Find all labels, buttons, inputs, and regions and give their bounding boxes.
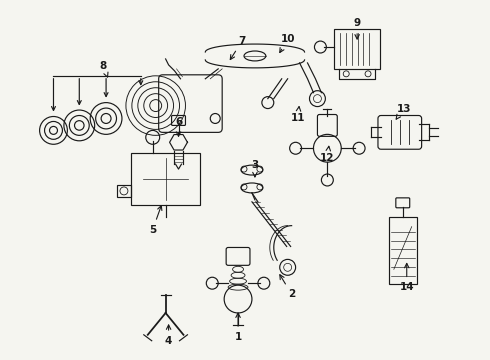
Text: 10: 10 <box>280 34 295 53</box>
Text: 14: 14 <box>399 264 414 292</box>
Bar <box>334 29 380 69</box>
Text: 7: 7 <box>230 36 245 59</box>
Text: 3: 3 <box>251 160 259 177</box>
Text: 2: 2 <box>280 275 295 299</box>
Text: 11: 11 <box>291 107 305 123</box>
Text: 9: 9 <box>354 18 361 39</box>
Text: 8: 8 <box>99 61 108 77</box>
Text: 12: 12 <box>320 146 335 163</box>
Text: 13: 13 <box>396 104 411 119</box>
Text: 5: 5 <box>149 206 162 235</box>
Bar <box>389 217 416 284</box>
Text: 4: 4 <box>165 325 172 346</box>
Bar <box>131 153 200 205</box>
Text: 1: 1 <box>234 313 242 342</box>
Text: 6: 6 <box>175 117 182 136</box>
Bar <box>117 185 131 197</box>
